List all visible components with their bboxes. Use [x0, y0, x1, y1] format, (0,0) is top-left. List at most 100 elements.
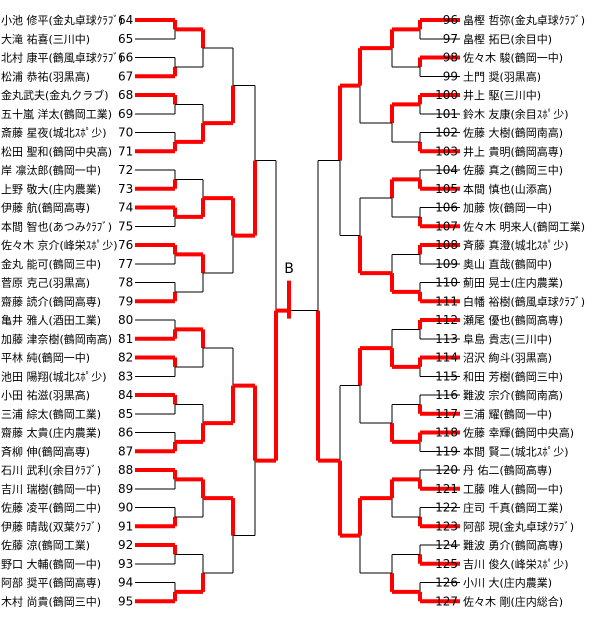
- left-player-name: 金丸 能可(鶴岡三中): [1, 257, 101, 271]
- right-player-number: 126: [435, 576, 458, 590]
- right-player-number: 101: [435, 107, 458, 121]
- left-player-number: 67: [118, 69, 133, 83]
- right-player-name: 白幡 裕樹(鶴風卓球ｸﾗﾌﾞ): [463, 294, 585, 308]
- left-player-number: 92: [118, 538, 133, 552]
- right-player-name: 吉川 俊久(峰栄ｽﾎﾟ少): [463, 557, 569, 571]
- right-player-number: 116: [435, 388, 458, 402]
- right-player-number: 107: [435, 219, 458, 233]
- right-player-number: 119: [435, 444, 458, 458]
- right-player-number: 103: [435, 144, 458, 158]
- right-player-name: 佐藤 大樹(鶴岡南高): [463, 126, 563, 140]
- right-player-number: 98: [443, 51, 458, 65]
- left-player-name: 三浦 綜太(鶴岡工業): [1, 407, 101, 421]
- right-player-name: 加藤 恢(鶴岡一中): [463, 201, 552, 215]
- right-player-number: 120: [435, 463, 458, 477]
- left-player-name: 松浦 恭祐(羽黒高): [1, 69, 90, 83]
- left-player-number: 80: [118, 313, 133, 327]
- right-player-number: 113: [435, 332, 458, 346]
- right-player-name: 斉藤 真澄(城北ｽﾎﾟ少): [463, 238, 569, 252]
- left-player-name: 木村 尚貴(鶴岡三中): [1, 594, 101, 608]
- right-player-number: 111: [435, 294, 458, 308]
- right-player-number: 106: [435, 201, 458, 215]
- left-player-name: 佐藤 凌平(鶴岡二中): [1, 501, 101, 515]
- left-player-number: 87: [118, 444, 133, 458]
- left-player-number: 73: [118, 182, 133, 196]
- left-player-name: 齋藤 読介(鶴岡高専): [1, 294, 101, 308]
- right-player-name: 小川 大(庄内農業): [463, 576, 552, 590]
- left-player-number: 94: [118, 576, 133, 590]
- right-player-number: 114: [435, 351, 458, 365]
- left-player-number: 88: [118, 463, 133, 477]
- right-player-number: 108: [435, 238, 458, 252]
- right-player-name: 庄司 千真(鶴岡工業): [463, 501, 563, 515]
- bracket-lines: [135, 18, 460, 604]
- right-player-name: 瀬尾 優也(鶴岡高専): [463, 313, 563, 327]
- left-player-name: 小田 祐滋(羽黒高): [1, 388, 90, 402]
- right-player-name: 難波 勇介(鶴岡高専): [463, 538, 563, 552]
- left-player-number: 77: [118, 257, 133, 271]
- left-player-name: 本間 智也(あつみｸﾗﾌﾞ): [1, 219, 112, 233]
- left-player-number: 93: [118, 557, 133, 571]
- left-player-number: 85: [118, 407, 133, 421]
- left-player-number: 64: [118, 13, 133, 27]
- right-player-name: 難波 宗介(鶴岡南高): [463, 388, 563, 402]
- left-player-number: 68: [118, 88, 133, 102]
- left-player-name: 野口 大輔(鶴岡一中): [1, 557, 101, 571]
- left-player-name: 斎藤 星夜(城北ｽﾎﾟ少): [1, 126, 107, 140]
- left-player-name: 斉柳 伸(鶴岡高専): [1, 444, 90, 458]
- right-player-name: 工藤 唯人(鶴岡一中): [463, 482, 563, 496]
- left-player-list: 小池 修平(金丸卓球ｸﾗﾌﾞ)64 大滝 祐喜(三川中) 65 北村 康平(鶴風卓球ｸ…: [1, 13, 133, 608]
- block-label: B: [284, 261, 294, 277]
- left-player-name: 伊藤 航(鶴岡高専): [1, 201, 90, 215]
- left-player-name: 北村 康平(鶴風卓球ｸﾗﾌﾞ): [1, 51, 123, 65]
- right-player-number: 109: [435, 257, 458, 271]
- left-player-number: 91: [118, 519, 133, 533]
- right-player-list: 96 畠樫 哲弥(金丸卓球ｸﾗﾌﾞ) 97 畠樫 拓巳(余目中) 98 佐々木 駿(鶴岡一…: [435, 13, 585, 608]
- right-player-number: 105: [435, 182, 458, 196]
- right-player-name: 阿部 現(金丸卓球ｸﾗﾌﾞ): [463, 519, 574, 533]
- right-player-name: 土門 奨(羽黒高): [463, 69, 541, 83]
- left-player-number: 84: [118, 388, 133, 402]
- left-player-name: 五十嵐 洋太(鶴岡工業): [1, 107, 112, 121]
- left-player-number: 81: [118, 332, 133, 346]
- left-player-name: 菅原 克己(羽黒高): [1, 276, 90, 290]
- right-player-number: 118: [435, 426, 458, 440]
- right-player-number: 127: [435, 594, 458, 608]
- left-player-number: 79: [118, 294, 133, 308]
- left-player-number: 86: [118, 426, 133, 440]
- left-player-number: 71: [118, 144, 133, 158]
- left-player-name: 金丸武夫(金丸クラブ): [1, 88, 109, 102]
- left-player-number: 69: [118, 107, 133, 121]
- right-player-name: 阜島 貴志(三川中): [463, 332, 552, 346]
- left-player-name: 阿部 奨平(鶴岡高専): [1, 576, 101, 590]
- left-player-number: 95: [118, 594, 133, 608]
- left-player-name: 平林 純(鶴岡一中): [1, 351, 90, 365]
- right-player-number: 100: [435, 88, 458, 102]
- left-player-name: 佐々木 京介(峰栄ｽﾎﾟ少): [1, 238, 118, 252]
- right-player-number: 123: [435, 519, 458, 533]
- left-player-number: 89: [118, 482, 133, 496]
- left-player-number: 70: [118, 126, 133, 140]
- right-player-name: 佐藤 幸輝(鶴岡中央高): [463, 426, 574, 440]
- left-player-name: 亀井 雅人(酒田工業): [1, 313, 101, 327]
- right-player-number: 124: [435, 538, 458, 552]
- left-player-number: 72: [118, 163, 133, 177]
- right-player-number: 96: [443, 13, 458, 27]
- left-player-name: 加藤 津奈樹(鶴岡南高): [1, 332, 112, 346]
- right-player-name: 薊田 晃士(庄内農業): [463, 276, 563, 290]
- right-player-number: 122: [435, 501, 458, 515]
- right-player-name: 畠樫 哲弥(金丸卓球ｸﾗﾌﾞ): [463, 13, 585, 27]
- right-player-number: 102: [435, 126, 458, 140]
- left-player-number: 83: [118, 369, 133, 383]
- left-player-name: 上野 敬大(庄内農業): [1, 182, 101, 196]
- right-player-name: 佐々木 駿(鶴岡一中): [463, 51, 563, 65]
- right-player-name: 佐々木 明来人(鶴岡工業): [463, 219, 585, 233]
- right-player-number: 121: [435, 482, 458, 496]
- right-player-name: 佐藤 真之(鶴岡三中): [463, 163, 563, 177]
- left-player-name: 伊藤 晴哉(双葉ｸﾗﾌﾞ): [1, 519, 101, 533]
- left-player-name: 松田 聖和(鶴岡中央高): [1, 144, 112, 158]
- right-player-number: 125: [435, 557, 458, 571]
- left-player-name: 齋藤 太貴(庄内農業): [1, 426, 101, 440]
- right-player-name: 和田 芳樹(鶴岡三中): [463, 369, 563, 383]
